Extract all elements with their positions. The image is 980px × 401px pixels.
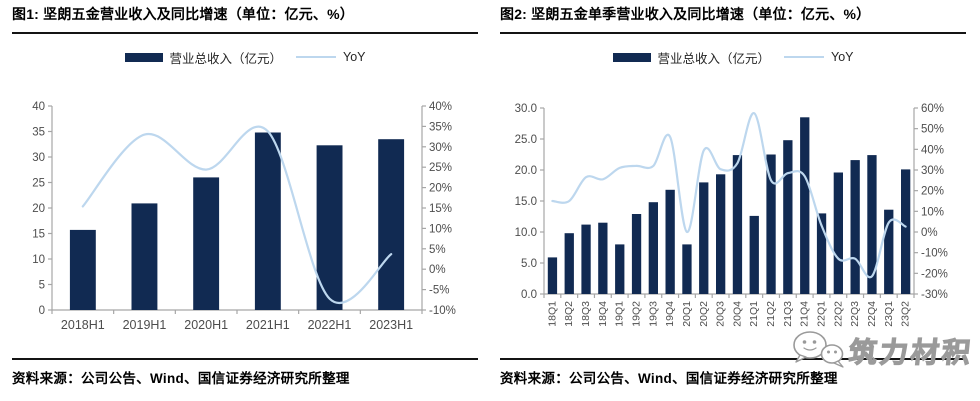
svg-text:0%: 0% (921, 227, 938, 239)
legend-revenue-label: 营业总收入（亿元） (169, 51, 283, 66)
svg-text:2018H1: 2018H1 (61, 318, 105, 332)
figure-1-legend: 营业总收入（亿元） YoY (12, 48, 478, 66)
svg-text:19Q1: 19Q1 (614, 301, 626, 327)
figure-2-source: 资料来源：公司公告、Wind、国信证券经济研究所整理 (500, 358, 966, 387)
svg-text:2023H1: 2023H1 (369, 318, 413, 332)
watermark-graphic: 筑力材积 (793, 331, 975, 369)
svg-text:20%: 20% (429, 183, 452, 195)
svg-text:5%: 5% (429, 244, 446, 256)
svg-text:22Q2: 22Q2 (832, 301, 844, 327)
svg-text:10%: 10% (429, 223, 452, 235)
svg-text:20Q2: 20Q2 (698, 301, 710, 327)
svg-text:30%: 30% (921, 165, 944, 177)
svg-text:35%: 35% (429, 121, 452, 133)
svg-text:15.0: 15.0 (515, 196, 537, 208)
svg-text:20.0: 20.0 (515, 165, 537, 177)
svg-text:2020H1: 2020H1 (184, 318, 228, 332)
figure-2-title: 图2: 坚朗五金单季营业收入及同比增速（单位：亿元、%） (500, 4, 966, 34)
legend-item-revenue: 营业总收入（亿元） (124, 48, 283, 67)
svg-text:30: 30 (32, 152, 45, 164)
watermark: 筑力材积 (788, 326, 978, 372)
figure-1-source: 资料来源：公司公告、Wind、国信证券经济研究所整理 (12, 358, 478, 387)
svg-text:-10%: -10% (921, 248, 948, 260)
svg-text:-30%: -30% (921, 289, 948, 301)
figure-panels: 图1: 坚朗五金营业收入及同比增速（单位：亿元、%） 营业总收入（亿元） YoY… (12, 4, 966, 387)
svg-text:23Q2: 23Q2 (900, 301, 912, 327)
source-text: 资料来源：公司公告、Wind、国信证券经济研究所整理 (12, 371, 350, 386)
line-swatch-icon (296, 56, 337, 58)
svg-text:21Q2: 21Q2 (765, 301, 777, 327)
svg-text:18Q3: 18Q3 (580, 301, 592, 327)
svg-text:21Q1: 21Q1 (748, 301, 760, 327)
svg-text:19Q2: 19Q2 (631, 301, 643, 327)
svg-text:2022H1: 2022H1 (308, 318, 352, 332)
svg-text:15: 15 (32, 229, 45, 241)
svg-text:22Q1: 22Q1 (816, 301, 828, 327)
svg-text:10%: 10% (921, 206, 944, 218)
svg-text:25: 25 (32, 178, 45, 190)
svg-text:60%: 60% (921, 103, 944, 115)
svg-text:-5%: -5% (429, 285, 449, 297)
legend-item-yoy: YoY (296, 50, 366, 64)
svg-text:19Q3: 19Q3 (647, 301, 659, 327)
legend-item-yoy: YoY (784, 50, 854, 64)
figure-2-legend: 营业总收入（亿元） YoY (500, 48, 966, 66)
svg-text:2021H1: 2021H1 (246, 318, 290, 332)
svg-text:40: 40 (32, 101, 45, 113)
line-swatch-icon (784, 56, 825, 58)
svg-text:10.0: 10.0 (515, 227, 537, 239)
quarterly-revenue-chart: 0.0 5.0 10.0 15.0 20.0 25.0 30.0 -30% -20% -10% 0%… (515, 103, 948, 327)
svg-text:30.0: 30.0 (515, 103, 537, 115)
svg-text:40%: 40% (921, 144, 944, 156)
svg-text:50%: 50% (921, 124, 944, 136)
svg-text:23Q1: 23Q1 (883, 301, 895, 327)
svg-text:0.0: 0.0 (521, 289, 537, 301)
svg-text:40%: 40% (429, 101, 452, 113)
svg-text:-10%: -10% (429, 305, 456, 317)
svg-text:18Q1: 18Q1 (546, 301, 558, 327)
figure-1-title: 图1: 坚朗五金营业收入及同比增速（单位：亿元、%） (12, 4, 478, 34)
svg-text:19Q4: 19Q4 (664, 301, 676, 327)
bar-swatch-icon (612, 52, 651, 62)
svg-text:-20%: -20% (921, 268, 948, 280)
half-year-revenue-chart: 0 5 10 15 20 25 30 35 40 -10% -5% 0% 5% 10% 15% 20% 25% 3… (32, 101, 456, 332)
svg-text:18Q4: 18Q4 (597, 301, 609, 327)
svg-text:18Q2: 18Q2 (563, 301, 575, 327)
svg-text:2019H1: 2019H1 (123, 318, 167, 332)
legend-yoy-label: YoY (831, 50, 854, 64)
svg-text:25.0: 25.0 (515, 134, 537, 146)
svg-text:20Q4: 20Q4 (731, 301, 743, 327)
svg-text:21Q3: 21Q3 (782, 301, 794, 327)
panel-figure-2: 图2: 坚朗五金单季营业收入及同比增速（单位：亿元、%） 营业总收入（亿元） Y… (500, 4, 966, 387)
svg-text:22Q3: 22Q3 (849, 301, 861, 327)
legend-yoy-label: YoY (343, 50, 366, 64)
svg-text:10: 10 (32, 254, 45, 266)
svg-text:20: 20 (32, 203, 45, 215)
panel-figure-1: 图1: 坚朗五金营业收入及同比增速（单位：亿元、%） 营业总收入（亿元） YoY… (12, 4, 478, 387)
svg-text:35: 35 (32, 127, 45, 139)
svg-text:0: 0 (39, 305, 45, 317)
svg-text:20Q3: 20Q3 (715, 301, 727, 327)
svg-text:20Q1: 20Q1 (681, 301, 693, 327)
svg-text:22Q4: 22Q4 (866, 301, 878, 327)
svg-text:15%: 15% (429, 203, 452, 215)
legend-item-revenue: 营业总收入（亿元） (612, 48, 771, 67)
svg-text:25%: 25% (429, 162, 452, 174)
bar-swatch-icon (124, 52, 163, 62)
svg-text:5.0: 5.0 (521, 258, 537, 270)
svg-text:30%: 30% (429, 142, 452, 154)
svg-text:0%: 0% (429, 264, 446, 276)
watermark-text: 筑力材积 (847, 337, 974, 368)
svg-text:20%: 20% (921, 186, 944, 198)
source-text: 资料来源：公司公告、Wind、国信证券经济研究所整理 (500, 371, 838, 386)
svg-text:5: 5 (39, 280, 45, 292)
wechat-icon (793, 331, 844, 368)
svg-text:21Q4: 21Q4 (799, 301, 811, 327)
legend-revenue-label: 营业总收入（亿元） (657, 51, 771, 66)
